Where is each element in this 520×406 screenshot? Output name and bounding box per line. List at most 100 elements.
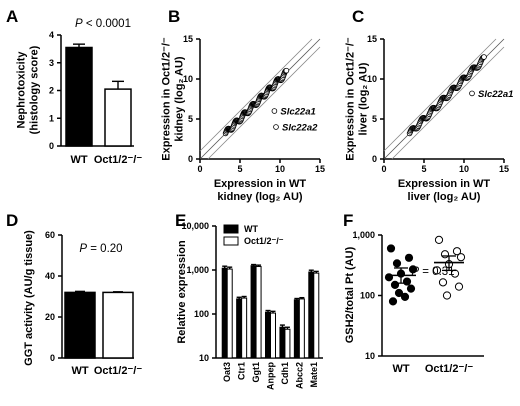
data-point	[432, 266, 442, 275]
y-tick-label: 10	[183, 74, 193, 84]
bar-ggt1-1	[255, 266, 262, 359]
y-axis-label-line: GGT activity (AU/g tissue)	[23, 230, 35, 366]
y-tick-label: 5	[372, 114, 377, 124]
x-category-label: Oat3	[222, 362, 232, 382]
data-point	[434, 235, 444, 244]
y-tick-label: 100	[194, 309, 209, 319]
legend-label: Oct1/2⁻/⁻	[244, 236, 284, 246]
p-value: P < 0.0001	[75, 18, 131, 30]
y-axis-label: Relative expression	[176, 240, 188, 344]
data-point	[452, 247, 462, 256]
gene-point	[283, 67, 290, 74]
outlier-point-1	[273, 124, 279, 130]
y-tick-label: 0	[49, 141, 54, 151]
outlier-point-0	[271, 108, 278, 114]
y-axis-label-line: Expression in Oct1/2⁻/⁻	[161, 37, 173, 161]
panel-label-f: F	[343, 211, 353, 230]
x-category-label: Ctr1	[237, 362, 247, 380]
y-tick-label: 1,000	[186, 265, 209, 275]
y-tick-label: 0	[188, 154, 193, 164]
y-axis-label: GGT activity (AU/g tissue)	[23, 230, 35, 366]
p-value-value: = 0.20	[87, 243, 123, 255]
y-axis-label-line: GSH2/total Pt (AU)	[344, 246, 356, 343]
data-point	[400, 292, 410, 301]
x-axis-label: liver (log₂ AU)	[408, 191, 481, 203]
bar-mate1-0	[308, 271, 315, 359]
panel-label-c: C	[352, 7, 364, 26]
bar-1	[104, 88, 132, 147]
x-tick-label: 15	[499, 164, 509, 174]
y-axis-label-line: liver (log₂ AU)	[358, 62, 370, 135]
y-axis-label-line: Nephrotoxicity	[16, 51, 28, 129]
bar-0	[65, 46, 93, 147]
x-category-label: Ggt1	[251, 362, 261, 383]
x-category-label: Oct1/2⁻/⁻	[94, 365, 142, 377]
y-tick-label: 1,000	[352, 230, 375, 240]
legend-label: WT	[244, 224, 258, 234]
bar-oat3-0	[221, 267, 228, 359]
data-point	[440, 250, 450, 259]
bar-mate1-1	[313, 272, 320, 359]
panel-label-e: E	[175, 211, 186, 230]
outlier-point-0	[469, 90, 475, 97]
y-axis-label-line: Relative expression	[176, 240, 188, 344]
p-value-letter: P	[79, 243, 87, 255]
x-axis-label: kidney (log₂ AU)	[217, 191, 302, 203]
x-category-label: Cdh1	[280, 362, 290, 385]
y-axis-label: Expression in Oct1/2⁻/⁻ liver (log₂ AU)	[345, 37, 370, 161]
gene-point	[481, 54, 487, 60]
bar-abcc2-1	[298, 298, 305, 359]
y-tick-label: 2	[49, 86, 54, 96]
p-value-letter: P	[411, 266, 419, 278]
data-point	[408, 265, 418, 274]
x-tick-label: 10	[275, 164, 285, 174]
bar-0	[64, 291, 96, 359]
x-tick-label: 5	[421, 164, 426, 174]
x-category-label: WT	[70, 154, 87, 166]
y-axis-label-line: kidney (log₂ AU)	[174, 56, 186, 141]
data-point	[406, 284, 416, 293]
y-tick-label: 3	[49, 58, 54, 68]
bar-anpep-1	[270, 312, 276, 359]
y-tick-label: 40	[45, 271, 55, 281]
gene-points	[406, 54, 487, 137]
x-category-label: Anpep	[266, 362, 276, 391]
data-point	[392, 259, 402, 268]
panel-label-b: B	[168, 7, 180, 26]
outlier-label: Slc22a1	[280, 107, 315, 118]
y-tick-label: 100	[360, 291, 375, 301]
panel-label-a: A	[6, 7, 18, 26]
x-axis-label: Expression in WT	[398, 178, 491, 190]
y-tick-label: 10	[365, 351, 375, 361]
bar-ctr1-0	[236, 298, 243, 359]
data-point	[386, 244, 396, 253]
x-category-label: Oct1/2⁻/⁻	[94, 154, 142, 166]
y-tick-label: 0	[372, 154, 377, 164]
y-tick-label: 5	[188, 114, 193, 124]
y-axis-label-line: Expression in Oct1/2⁻/⁻	[345, 37, 357, 161]
data-point	[438, 278, 448, 287]
data-point	[394, 288, 404, 298]
x-category-label: Abcc2	[294, 362, 304, 389]
y-tick-label: 0	[50, 353, 55, 363]
y-axis-label-line: (histology score)	[29, 45, 41, 134]
y-tick-label: 15	[367, 34, 377, 44]
bar-1	[102, 291, 134, 359]
legend-swatch-0	[223, 224, 239, 234]
data-point	[388, 297, 398, 306]
p-value-letter: P	[75, 18, 83, 30]
bar-cdh1-1	[284, 328, 291, 359]
p-value: P = 0.31	[411, 266, 454, 278]
bar-ggt1-0	[250, 265, 257, 359]
fold-change-line	[391, 46, 505, 160]
y-tick-label: 15	[183, 34, 193, 44]
data-point	[456, 253, 466, 262]
data-point	[390, 280, 400, 289]
bar-anpep-0	[265, 311, 271, 359]
outlier-label: Slc22a1	[478, 89, 513, 100]
x-tick-label: 0	[381, 164, 386, 174]
p-value: P = 0.20	[79, 243, 122, 255]
bar-abcc2-0	[293, 299, 300, 359]
bar-cdh1-0	[279, 326, 286, 359]
